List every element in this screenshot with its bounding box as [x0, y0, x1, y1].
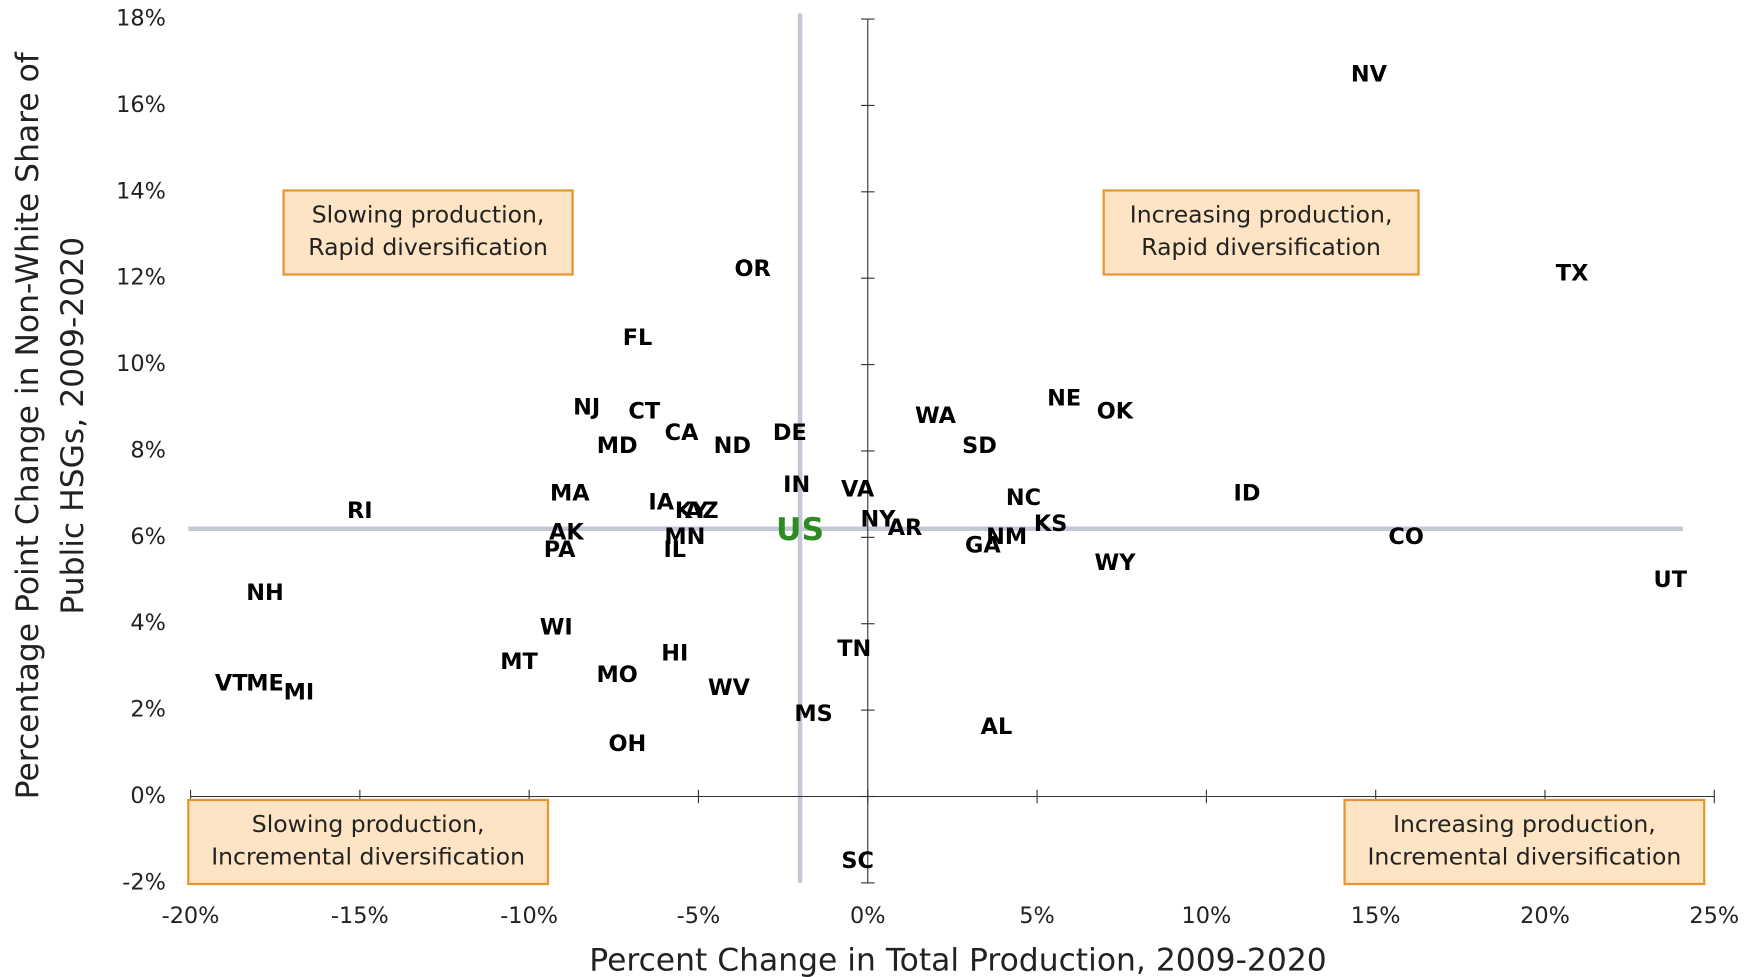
point-label: AZ: [685, 498, 719, 524]
annotation-text: Increasing production,: [1393, 810, 1656, 838]
annotation-text: Increasing production,: [1130, 201, 1393, 229]
point-label: AK: [549, 520, 585, 546]
point-label: NE: [1047, 386, 1081, 412]
point-label: MN: [664, 524, 705, 550]
y-tick-label: 16%: [116, 92, 166, 118]
point-label: IA: [648, 489, 674, 515]
point-label: NH: [246, 580, 283, 606]
point-label: PA: [544, 537, 576, 563]
x-tick-label: -15%: [331, 903, 389, 929]
point-label: NJ: [573, 394, 600, 420]
point-label: MO: [597, 662, 638, 688]
y-tick-label: 0%: [130, 783, 166, 809]
annotation-box: [187, 798, 550, 886]
y-tick-label: 6%: [130, 524, 166, 550]
point-label: KS: [1034, 511, 1067, 537]
point-label: MS: [794, 701, 832, 727]
point-label: MD: [597, 433, 638, 459]
point-label: OR: [735, 256, 771, 282]
y-axis-title: Public HSGs, 2009-2020: [55, 237, 91, 615]
point-label: OK: [1097, 399, 1135, 425]
y-tick-label: -2%: [122, 869, 166, 895]
x-tick-label: 15%: [1351, 903, 1401, 929]
point-label: AL: [981, 714, 1013, 740]
reference-label: US: [776, 512, 824, 548]
y-tick-label: 12%: [116, 265, 166, 291]
y-tick-label: 10%: [116, 351, 166, 377]
y-tick-label: 14%: [116, 178, 166, 204]
y-tick-label: 18%: [116, 6, 166, 32]
annotation-text: Incremental diversification: [211, 843, 525, 871]
point-label: SD: [962, 433, 997, 459]
point-label: CO: [1388, 524, 1423, 550]
point-label: MT: [500, 649, 538, 675]
x-tick-label: 20%: [1520, 903, 1570, 929]
annotation-text: Slowing production,: [312, 201, 545, 229]
point-label: NY: [860, 507, 896, 533]
point-label: FL: [623, 325, 653, 351]
point-label: TX: [1556, 260, 1589, 286]
annotation-box: [1343, 798, 1706, 886]
point-label: RI: [347, 498, 373, 524]
point-label: UT: [1654, 567, 1688, 593]
point-label: VT: [215, 671, 248, 697]
annotation-text: Rapid diversification: [1141, 233, 1381, 261]
point-label: NV: [1351, 62, 1388, 88]
point-label: HI: [661, 640, 688, 666]
x-tick-label: 0%: [850, 903, 886, 929]
point-label: KY: [675, 498, 709, 524]
point-label: OH: [608, 731, 646, 757]
point-label: NM: [986, 524, 1027, 550]
point-label: DE: [773, 420, 807, 446]
point-label: ID: [1234, 481, 1261, 507]
point-label: MA: [550, 481, 590, 507]
point-label: VA: [841, 476, 875, 502]
point-label: CT: [628, 399, 660, 425]
y-tick-label: 4%: [130, 610, 166, 636]
annotation-text: Incremental diversification: [1367, 843, 1681, 871]
x-tick-label: -10%: [500, 903, 558, 929]
x-tick-label: 25%: [1689, 903, 1739, 929]
y-tick-label: 8%: [130, 437, 166, 463]
point-label: ND: [714, 433, 751, 459]
point-label: MI: [284, 679, 315, 705]
point-label: GA: [965, 532, 1001, 558]
point-label: AR: [888, 515, 923, 541]
point-label: WY: [1095, 550, 1137, 576]
annotation-box: [1102, 189, 1420, 276]
annotation-text: Slowing production,: [252, 810, 485, 838]
point-label: IL: [663, 537, 686, 563]
x-tick-label: 5%: [1019, 903, 1055, 929]
x-axis-title: Percent Change in Total Production, 2009…: [589, 942, 1326, 977]
y-tick-label: 2%: [130, 697, 166, 723]
point-label: IN: [783, 472, 810, 498]
point-label: NC: [1006, 485, 1041, 511]
x-tick-label: -5%: [677, 903, 721, 929]
point-label: WA: [915, 403, 957, 429]
annotation-box: [282, 189, 574, 276]
point-label: SC: [841, 848, 874, 874]
y-axis-title: Percentage Point Change in Non-White Sha…: [10, 51, 46, 799]
x-tick-label: 10%: [1181, 903, 1231, 929]
point-label: TN: [837, 636, 871, 662]
annotation-text: Rapid diversification: [308, 233, 548, 261]
point-label: WV: [708, 675, 751, 701]
point-label: WI: [540, 615, 573, 641]
point-label: ME: [246, 671, 284, 697]
x-tick-label: -20%: [162, 903, 220, 929]
point-label: CA: [665, 420, 699, 446]
